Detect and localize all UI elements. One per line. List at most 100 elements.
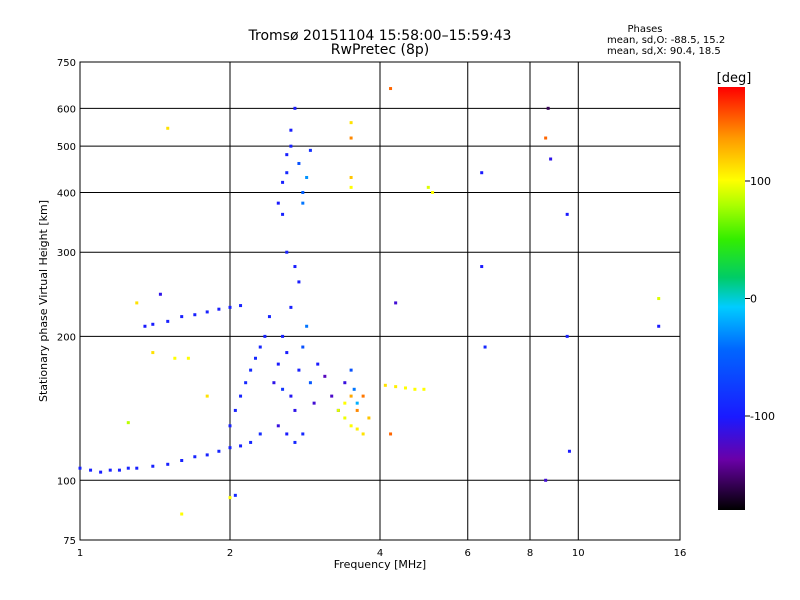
- data-point: [285, 153, 289, 157]
- data-point: [151, 351, 155, 355]
- data-point: [431, 190, 435, 194]
- data-point: [349, 424, 353, 428]
- data-point: [205, 310, 209, 314]
- data-point: [217, 449, 221, 453]
- data-point: [297, 280, 301, 284]
- data-point: [78, 466, 82, 470]
- phase-heading: Phases: [627, 24, 662, 35]
- y-tick-label: 600: [57, 104, 76, 115]
- data-point: [281, 180, 285, 184]
- data-point: [355, 408, 359, 412]
- data-point: [301, 432, 305, 436]
- data-points: [78, 87, 661, 516]
- data-point: [544, 136, 548, 140]
- data-point: [389, 87, 393, 91]
- data-point: [239, 394, 243, 398]
- data-point: [349, 175, 353, 179]
- data-point: [355, 401, 359, 405]
- colorbar: [718, 87, 745, 510]
- data-point: [316, 362, 320, 366]
- data-point: [205, 394, 209, 398]
- data-point: [565, 212, 569, 216]
- data-point: [99, 470, 103, 474]
- data-point: [228, 305, 232, 309]
- data-point: [239, 444, 243, 448]
- data-point: [567, 449, 571, 453]
- data-point: [355, 427, 359, 431]
- data-point: [343, 401, 347, 405]
- x-tick-label: 1: [77, 548, 83, 559]
- phase-stats-o: mean, sd,O: -88.5, 15.2: [607, 35, 725, 46]
- data-point: [158, 292, 162, 296]
- data-point: [293, 440, 297, 444]
- data-point: [285, 171, 289, 175]
- data-point: [565, 334, 569, 338]
- data-point: [305, 324, 309, 328]
- data-point: [297, 161, 301, 165]
- chart-title-line2: RwPretec (8p): [331, 42, 429, 58]
- data-point: [367, 416, 371, 420]
- data-point: [244, 381, 248, 385]
- data-point: [151, 322, 155, 326]
- data-point: [166, 319, 170, 323]
- data-point: [301, 190, 305, 194]
- data-point: [249, 440, 253, 444]
- data-point: [361, 432, 365, 436]
- grid-lines: [79, 61, 681, 541]
- x-tick-label: 2: [227, 548, 233, 559]
- y-tick-label: 300: [57, 248, 76, 259]
- data-point: [289, 128, 293, 132]
- y-tick-label: 75: [63, 536, 76, 547]
- data-point: [281, 387, 285, 391]
- data-point: [293, 106, 297, 110]
- data-point: [308, 381, 312, 385]
- data-point: [323, 374, 327, 378]
- data-point: [483, 345, 487, 349]
- data-point: [394, 385, 398, 389]
- data-point: [281, 334, 285, 338]
- data-point: [289, 305, 293, 309]
- data-point: [281, 212, 285, 216]
- y-tick-labels: 75 100 200 300 400 500 600 750: [57, 58, 76, 547]
- y-tick-label: 200: [57, 332, 76, 343]
- data-point: [276, 201, 280, 205]
- data-point: [289, 394, 293, 398]
- data-point: [233, 493, 237, 497]
- data-point: [343, 416, 347, 420]
- data-point: [546, 106, 550, 110]
- data-point: [253, 356, 257, 360]
- data-point: [272, 381, 276, 385]
- data-point: [422, 387, 426, 391]
- data-point: [426, 185, 430, 189]
- data-point: [330, 394, 334, 398]
- data-point: [173, 356, 177, 360]
- x-tick-label: 8: [527, 548, 533, 559]
- data-point: [413, 387, 417, 391]
- data-point: [305, 175, 309, 179]
- data-point: [544, 478, 548, 482]
- x-tick-labels: 1 2 4 6 8 10 16: [77, 548, 687, 559]
- data-point: [143, 324, 147, 328]
- data-point: [217, 307, 221, 311]
- colorbar-ticks: 100 0 -100: [745, 175, 775, 423]
- data-point: [293, 265, 297, 269]
- data-point: [301, 201, 305, 205]
- data-point: [657, 297, 661, 301]
- data-point: [228, 496, 232, 500]
- x-axis-label: Frequency [MHz]: [334, 558, 426, 571]
- data-point: [166, 462, 170, 466]
- data-point: [285, 250, 289, 254]
- data-point: [263, 334, 267, 338]
- data-point: [349, 368, 353, 372]
- colorbar-tick-label: 0: [750, 293, 757, 306]
- data-point: [308, 148, 312, 152]
- data-point: [352, 387, 356, 391]
- data-point: [228, 424, 232, 428]
- data-point: [258, 432, 262, 436]
- data-point: [657, 324, 661, 328]
- data-point: [349, 394, 353, 398]
- y-tick-label: 500: [57, 142, 76, 153]
- data-point: [336, 408, 340, 412]
- data-point: [126, 421, 130, 425]
